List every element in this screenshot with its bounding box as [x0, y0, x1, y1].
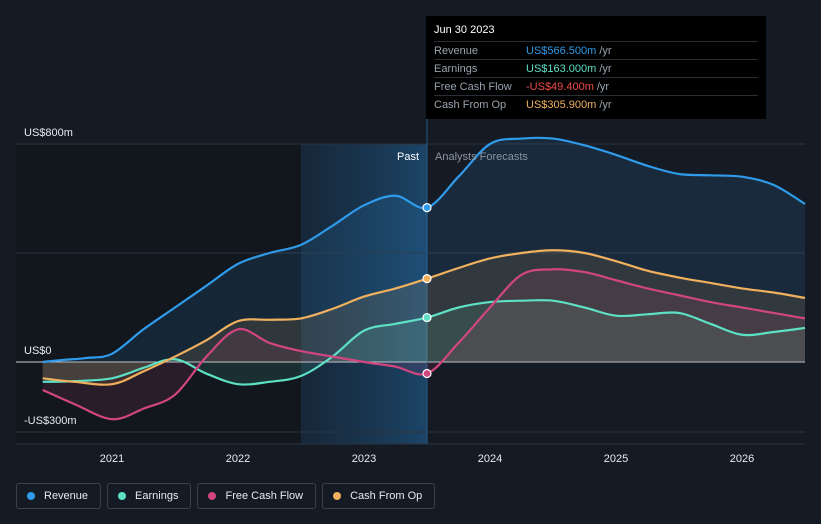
tooltip-row-free-cash-flow: Free Cash Flow -US$49.400m /yr [434, 77, 758, 95]
x-tick-label: 2024 [478, 453, 502, 465]
area-earnings [42, 300, 805, 385]
area-free-cash-flow [42, 269, 805, 420]
y-tick-label: US$800m [24, 127, 73, 139]
legend-label: Free Cash Flow [225, 490, 304, 502]
marker-cash-from-op [422, 274, 432, 284]
tooltip-row-earnings: Earnings US$163.000m /yr [434, 59, 758, 77]
tooltip-label: Revenue [434, 44, 479, 57]
tooltip-value: US$305.900m [526, 98, 597, 111]
x-tick-label: 2022 [226, 453, 250, 465]
legend-item-earnings[interactable]: Earnings [107, 483, 192, 509]
x-tick-label: 2023 [352, 453, 376, 465]
tooltip-label: Cash From Op [434, 98, 507, 111]
line-revenue [42, 136, 806, 364]
y-tick-label: US$0 [24, 345, 52, 357]
x-tick-label: 2025 [604, 453, 628, 465]
past-label: Past [397, 151, 419, 163]
tooltip-label: Earnings [434, 62, 478, 75]
legend-dot-icon [333, 492, 342, 500]
legend-label: Earnings [135, 490, 179, 502]
marker-earnings [422, 312, 432, 323]
legend-dot-icon [118, 492, 127, 500]
x-tick-label: 2021 [100, 453, 124, 465]
tooltip-row-cash-from-op: Cash From Op US$305.900m /yr [434, 95, 758, 113]
legend-item-cash-from-op[interactable]: Cash From Op [322, 483, 436, 509]
tooltip-unit: /yr [599, 62, 612, 75]
tooltip-unit: /yr [596, 80, 610, 93]
tooltip-value: US$566.500m [526, 44, 597, 57]
tooltip-date: Jun 30 2023 [434, 24, 495, 36]
legend-item-revenue[interactable]: Revenue [16, 483, 102, 509]
legend: Revenue Earnings Free Cash Flow Cash Fro… [16, 483, 436, 509]
legend-dot-icon [208, 492, 217, 500]
x-tick-label: 2026 [730, 453, 754, 465]
tooltip-label: Free Cash Flow [434, 80, 512, 93]
legend-dot-icon [27, 492, 35, 500]
legend-item-free-cash-flow[interactable]: Free Cash Flow [197, 483, 317, 509]
tooltip-unit: /yr [599, 98, 612, 111]
tooltip-value: -US$49.400m [526, 80, 594, 93]
tooltip-unit: /yr [599, 44, 612, 57]
y-tick-label: -US$300m [24, 415, 77, 427]
highlight-region [301, 144, 427, 444]
tooltip-value: US$163.000m [526, 62, 597, 75]
marker-revenue [422, 203, 432, 213]
legend-label: Cash From Op [350, 490, 423, 502]
tooltip-row-revenue: Revenue US$566.500m /yr [434, 41, 758, 59]
legend-label: Revenue [44, 490, 89, 502]
area-revenue [42, 137, 805, 362]
tooltip: Jun 30 2023 Revenue US$566.500m /yr Earn… [426, 16, 766, 119]
marker-free-cash-flow [422, 368, 432, 379]
forecast-label: Analysts Forecasts [435, 151, 528, 163]
